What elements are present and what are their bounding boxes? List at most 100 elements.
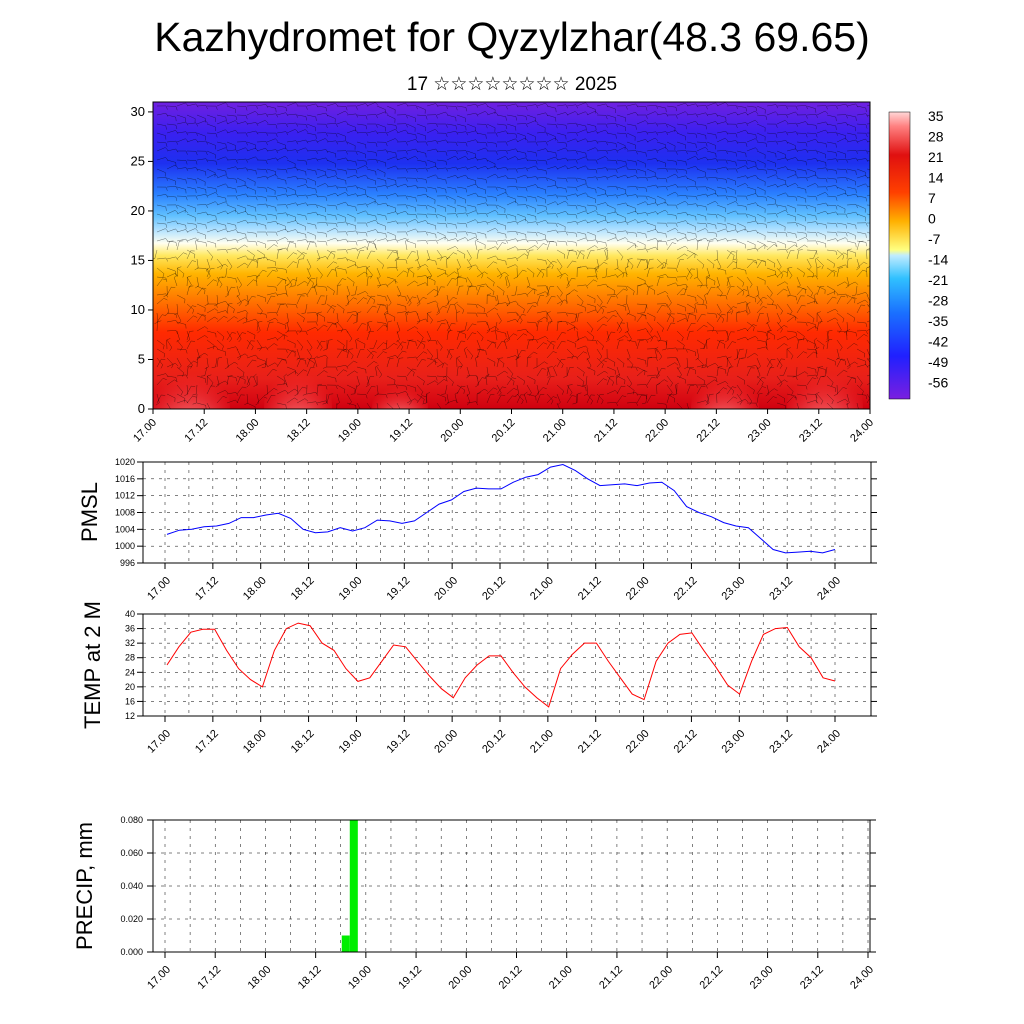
section-y-tick-label: 10: [131, 302, 145, 317]
temp-x-ticks: 17.00 17.12 18.00 18.12 19.00 19.12 20.00 20.12…: [145, 716, 843, 756]
precip-x-tick-label: 21.00: [547, 964, 575, 992]
pmsl-series-line: [166, 463, 836, 554]
colorbar-label: 0: [928, 211, 936, 227]
temp-ylabel: TEMP at 2 M: [80, 601, 105, 729]
temp-y-tick-label: 32: [125, 638, 135, 648]
temp-x-tick-label: 24.00: [815, 728, 843, 756]
colorbar-label: -42: [928, 334, 948, 350]
colorbar-label: 7: [928, 190, 936, 206]
pmsl-x-tick-label: 20.00: [432, 575, 460, 603]
temp-y-tick-label: 28: [125, 653, 135, 663]
section-x-tick-label: 17.00: [131, 417, 159, 445]
precip-x-tick-label: 24.00: [848, 964, 876, 992]
pmsl-x-ticks: 17.00 17.12 18.00 18.12 19.00 19.12 20.00 20.12…: [145, 563, 843, 603]
temp-x-tick-label: 18.00: [241, 728, 269, 756]
colorbar-label: -28: [928, 293, 948, 309]
pmsl-x-tick-label: 23.00: [719, 575, 747, 603]
section-x-tick-label: 20.00: [438, 417, 466, 445]
pmsl-x-tick-label: 18.00: [241, 575, 269, 603]
pmsl-y-tick-label: 1012: [115, 491, 135, 501]
temp-x-tick-label: 20.00: [432, 728, 460, 756]
wind-barb-field: [153, 102, 870, 409]
temp-panel: 12 16 20 24 28 32 36 40 17.00 17.12 18.00 18.12 19.…: [80, 601, 877, 756]
section-y-tick-label: 30: [131, 104, 145, 119]
section-x-tick-label: 23.00: [746, 417, 774, 445]
section-x-tick-label: 17.12: [182, 417, 210, 445]
precip-x-tick-label: 23.12: [798, 964, 826, 992]
colorbar-label: -21: [928, 272, 948, 288]
colorbar-label: -35: [928, 313, 948, 329]
colorbar-label: -14: [928, 252, 948, 268]
colorbar-label: -56: [928, 375, 948, 391]
precip-bar: [349, 820, 358, 952]
precip-bar: [341, 935, 350, 952]
section-y-ticks: 0 5 10 15 20 25 30: [131, 104, 153, 416]
precip-x-tick-label: 23.00: [748, 964, 776, 992]
temp-x-tick-label: 19.12: [384, 728, 412, 756]
precip-ylabel: PRECIP, mm: [72, 822, 97, 950]
pmsl-x-tick-label: 20.12: [480, 575, 508, 603]
section-hotspots: [153, 102, 870, 409]
precip-x-tick-label: 20.12: [497, 964, 525, 992]
hotspot: [691, 359, 759, 409]
section-x-tick-label: 21.00: [541, 417, 569, 445]
section-x-tick-label: 23.12: [797, 417, 825, 445]
hotspot: [372, 371, 428, 409]
temp-x-tick-label: 17.12: [193, 728, 221, 756]
precip-x-tick-label: 22.00: [647, 964, 675, 992]
pmsl-x-tick-label: 17.00: [145, 575, 173, 603]
temp-frame: [142, 613, 872, 717]
precip-x-tick-label: 17.12: [195, 964, 223, 992]
section-x-tick-label: 21.12: [592, 417, 620, 445]
pmsl-x-tick-label: 21.00: [528, 575, 556, 603]
temp-x-tick-label: 22.12: [672, 728, 700, 756]
colorbar-label: 35: [928, 108, 944, 124]
colorbar: 35 28 21 14 7 0 -7 -14 -21 -28 -35 -42 -49 -56: [888, 108, 948, 400]
pmsl-grid: [143, 461, 871, 564]
temp-x-tick-label: 17.00: [145, 728, 173, 756]
pmsl-y-tick-label: 1004: [115, 524, 135, 534]
wind-barbs: [153, 102, 870, 409]
precip-x-tick-label: 20.00: [446, 964, 474, 992]
precip-x-tick-label: 17.00: [145, 964, 173, 992]
colorbar-labels: 35 28 21 14 7 0 -7 -14 -21 -28 -35 -42 -49 -56: [928, 108, 948, 391]
temp-x-tick-label: 18.12: [289, 728, 317, 756]
temp-series-line: [166, 622, 836, 708]
pmsl-x-tick-label: 22.00: [624, 575, 652, 603]
temp-y-tick-label: 40: [125, 609, 135, 619]
temp-x-tick-label: 23.00: [719, 728, 747, 756]
temp-x-tick-label: 21.12: [576, 728, 604, 756]
colorbar-label: 28: [928, 129, 944, 145]
pmsl-y-tick-label: 1016: [115, 474, 135, 484]
pmsl-y-tick-label: 1020: [115, 457, 135, 467]
temp-y-ticks: 12 16 20 24 28 32 36 40: [125, 609, 877, 721]
temp-x-tick-label: 23.12: [767, 728, 795, 756]
pmsl-y-tick-label: 1008: [115, 508, 135, 518]
temp-x-tick-label: 19.00: [337, 728, 365, 756]
precip-y-tick-label: 0.000: [120, 947, 143, 957]
pmsl-x-tick-label: 18.12: [289, 575, 317, 603]
section-y-tick-label: 5: [138, 351, 145, 366]
temp-y-tick-label: 36: [125, 624, 135, 634]
precip-x-tick-label: 21.12: [597, 964, 625, 992]
colorbar-strip: [888, 111, 911, 400]
pmsl-x-tick-label: 19.00: [337, 575, 365, 603]
colorbar-label: -49: [928, 354, 948, 370]
temp-y-tick-label: 16: [125, 696, 135, 706]
pmsl-y-ticks: 996 1000 1004 1008 1012 1016 1020: [115, 457, 877, 568]
section-y-tick-label: 0: [138, 401, 145, 416]
temp-x-tick-label: 20.12: [480, 728, 508, 756]
page-subtitle: 17 ☆☆☆☆☆☆☆☆ 2025: [406, 74, 618, 95]
hotspot: [153, 349, 230, 409]
precip-y-tick-label: 0.020: [120, 914, 143, 924]
precip-panel: 0.000 0.020 0.040 0.060 0.080 17.00 17.12 18.0…: [72, 815, 876, 992]
hotspot: [787, 349, 863, 409]
pmsl-x-tick-label: 24.00: [815, 575, 843, 603]
section-x-tick-label: 18.00: [234, 417, 262, 445]
temp-x-tick-label: 21.00: [528, 728, 556, 756]
pmsl-x-tick-label: 23.12: [767, 575, 795, 603]
section-y-tick-label: 25: [131, 153, 145, 168]
section-x-tick-label: 24.00: [848, 417, 876, 445]
temp-y-tick-label: 12: [125, 711, 135, 721]
